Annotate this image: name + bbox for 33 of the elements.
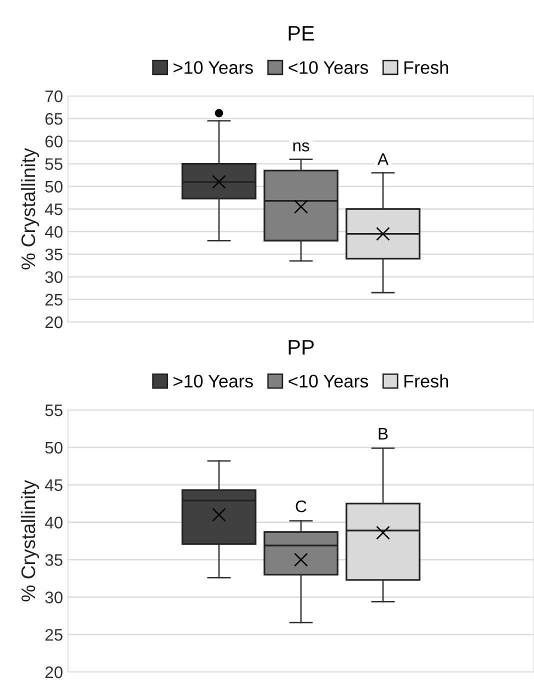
y-tick-label: 25 [45, 294, 62, 306]
y-tick-label: 55 [45, 158, 62, 170]
y-tick-label: 30 [45, 271, 62, 284]
annotation: A [377, 153, 389, 165]
y-tick-label: 70 [45, 90, 62, 102]
y-tick-label: 60 [45, 136, 62, 148]
chart-title: PE [288, 26, 314, 40]
y-tick-label: 50 [45, 442, 62, 454]
y-tick-label: 30 [45, 592, 62, 604]
y-tick-label: 20 [45, 316, 62, 328]
legend-label: Fresh [404, 60, 448, 74]
y-tick-label: 35 [45, 248, 62, 260]
y-axis-title: % Crystallinity [20, 480, 40, 602]
legend-label: <10 Years [288, 374, 368, 388]
y-tick-label: 35 [45, 554, 62, 566]
y-tick-label: 40 [44, 226, 62, 238]
y-axis-title: % Crystallinity [20, 148, 40, 270]
y-tick-label: 45 [44, 204, 62, 216]
y-tick-label: 20 [45, 666, 62, 678]
annotation: C [296, 500, 306, 512]
annotation: B [378, 428, 388, 440]
y-tick-label: 55 [45, 404, 62, 416]
y-tick-label: 50 [45, 180, 62, 193]
y-tick-label: 40 [44, 516, 62, 528]
legend-label: >10 Years [174, 61, 253, 74]
y-tick-label: 65 [45, 113, 62, 125]
annotation: ns [293, 142, 310, 152]
legend-label: >10 Years [174, 374, 253, 388]
legend-label: <10 Years [288, 61, 368, 74]
legend-label: Fresh [404, 374, 448, 388]
y-tick-label: 45 [44, 479, 62, 492]
chart-title: PP [288, 340, 314, 354]
y-tick-label: 25 [45, 628, 62, 641]
